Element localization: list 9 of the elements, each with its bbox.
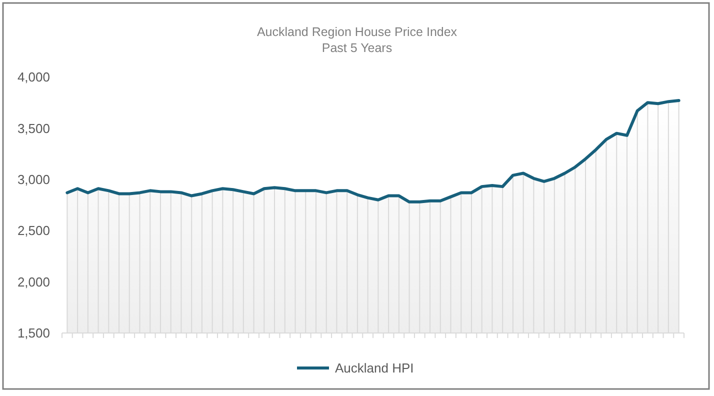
y-tick-label: 3,000 bbox=[17, 172, 50, 187]
y-tick-label: 4,000 bbox=[17, 70, 50, 85]
y-tick-label: 1,500 bbox=[17, 326, 50, 341]
y-tick-label: 3,500 bbox=[17, 120, 50, 136]
legend-label: Auckland HPI bbox=[335, 360, 414, 376]
chart-title: Auckland Region House Price Index bbox=[256, 25, 458, 39]
y-tick-label: 2,000 bbox=[17, 274, 50, 290]
y-tick-label: 2,500 bbox=[17, 223, 50, 238]
chart-subtitle: Past 5 Years bbox=[322, 41, 392, 55]
